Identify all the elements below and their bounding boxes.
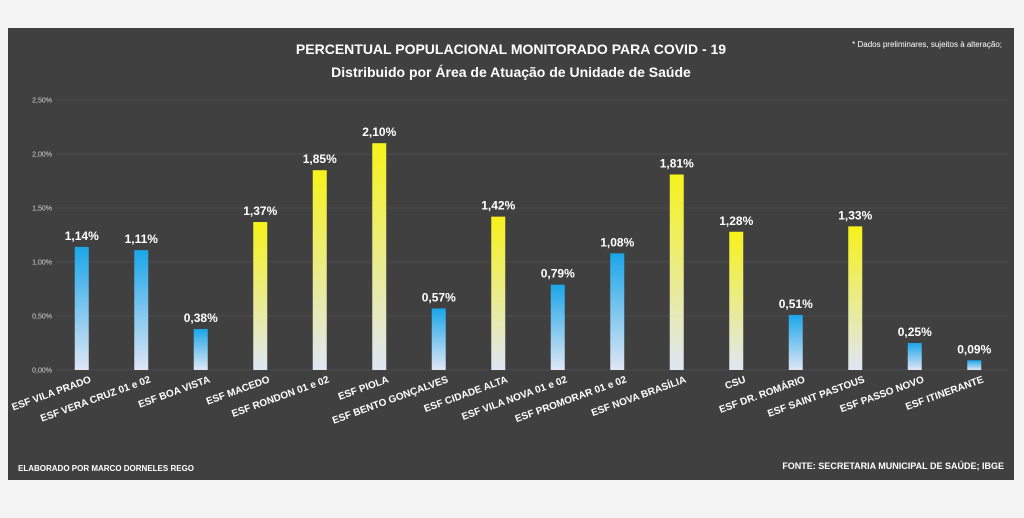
bar [907,343,922,370]
bar [372,143,387,370]
data-label: 0,79% [541,267,575,281]
bar [669,174,684,370]
bar [848,226,863,370]
bar [74,246,89,370]
data-label: 1,85% [303,152,337,166]
category-label: CSU [724,374,748,392]
chart-subtitle: Distribuido por Área de Atuação de Unida… [331,64,691,80]
bar [431,308,446,370]
bar [193,328,208,370]
y-tick-label: 1,00% [32,260,52,267]
value-labels: 1,14% 1,11% 0,38% 1,37% 1,85% 2,10% 0,57% 1,42%… [65,125,992,356]
data-label: 0,38% [184,311,218,325]
data-label: 0,57% [422,290,456,304]
bar [312,170,327,370]
data-label: 0,51% [779,297,813,311]
data-label: 0,09% [957,342,991,356]
y-tick-labels: 0,00% 0,50% 1,00% 1,50% 2,00% 2,50% [32,98,52,375]
chart-title: PERCENTUAL POPULACIONAL MONITORADO PARA … [295,41,727,57]
bar [610,253,625,370]
chart-panel: 0,00% 0,50% 1,00% 1,50% 2,00% 2,50% 1,14% 1,11… [8,28,1014,480]
bar-chart: 0,00% 0,50% 1,00% 1,50% 2,00% 2,50% 1,14% 1,11… [11,98,1008,427]
data-label: 1,28% [719,214,753,228]
bar [491,216,506,370]
data-label: 0,25% [898,325,932,339]
y-tick-label: 2,00% [32,152,52,159]
credit-text: ELABORADO POR MARCO DORNELES REGO [18,464,195,473]
data-label: 1,08% [600,235,634,249]
bar [729,231,744,370]
y-tick-label: 2,50% [32,98,52,105]
data-label: 1,14% [65,229,99,243]
category-label: ESF PROMORAR 01 e 02 [514,374,629,425]
data-label: 2,10% [362,125,396,139]
category-label: ESF RONDON 01 e 02 [230,374,331,420]
bar [550,284,565,370]
data-label: 1,37% [243,204,277,218]
category-label: ESF VERA CRUZ 01 e 02 [39,374,152,424]
data-label: 1,42% [481,199,515,213]
bars [74,143,982,370]
data-label: 1,11% [125,232,159,246]
y-tick-label: 1,50% [32,206,52,213]
y-tick-label: 0,00% [32,368,52,375]
data-label: 1,33% [838,208,872,222]
y-tick-label: 0,50% [32,314,52,321]
bar [253,222,268,370]
category-label: ESF SAINT PASTOUS [766,374,866,419]
bar [788,314,803,370]
data-label: 1,81% [660,157,694,171]
source-text: FONTE: SECRETARIA MUNICIPAL DE SAÚDE; IB… [782,461,1004,471]
bar [967,360,982,370]
bar [134,250,149,370]
category-label: ESF NOVA BRASÍLIA [589,373,687,419]
preliminary-note: * Dados preliminares, sujeitos à alteraç… [852,40,1002,49]
